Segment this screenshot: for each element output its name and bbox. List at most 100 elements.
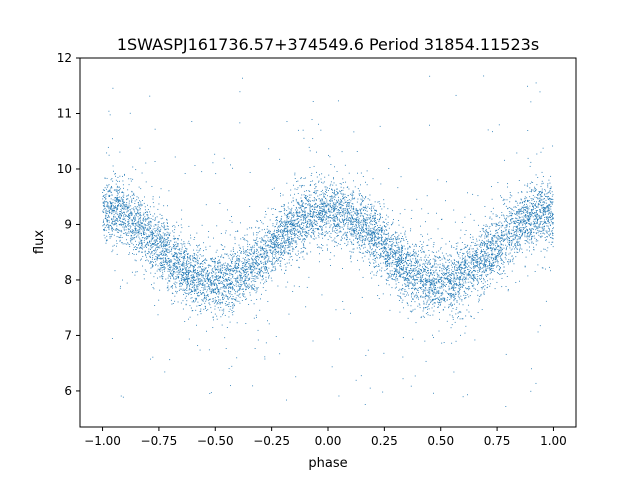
scatter-point xyxy=(434,258,436,260)
scatter-point xyxy=(289,241,291,243)
scatter-point xyxy=(364,207,366,209)
scatter-point xyxy=(282,206,284,207)
scatter-point xyxy=(287,226,289,227)
scatter-point xyxy=(184,257,185,258)
scatter-point xyxy=(297,217,299,219)
scatter-point xyxy=(317,247,319,248)
scatter-point xyxy=(124,243,126,245)
scatter-point xyxy=(207,277,208,278)
scatter-point xyxy=(312,217,314,218)
scatter-point xyxy=(291,213,293,215)
scatter-point xyxy=(449,293,451,295)
scatter-point xyxy=(200,273,201,275)
scatter-point xyxy=(286,215,288,217)
scatter-point xyxy=(160,254,162,256)
scatter-point xyxy=(186,292,188,294)
scatter-point xyxy=(239,246,241,248)
scatter-point xyxy=(546,236,548,238)
scatter-point xyxy=(445,273,447,275)
scatter-point xyxy=(364,206,366,208)
scatter-point xyxy=(161,267,163,268)
scatter-point xyxy=(135,228,137,230)
scatter-point xyxy=(300,252,302,254)
scatter-point xyxy=(457,242,459,244)
scatter-point xyxy=(524,234,526,236)
scatter-point xyxy=(315,224,317,225)
scatter-point xyxy=(306,199,308,201)
scatter-point xyxy=(242,238,244,240)
scatter-point xyxy=(151,240,152,242)
scatter-point xyxy=(441,218,443,220)
scatter-point xyxy=(296,212,298,214)
scatter-point xyxy=(383,241,385,243)
scatter-point xyxy=(205,288,207,290)
scatter-point xyxy=(496,237,498,239)
scatter-point xyxy=(199,254,201,256)
scatter-point xyxy=(460,264,462,266)
scatter-point xyxy=(369,207,370,209)
scatter-point xyxy=(419,263,421,265)
scatter-point xyxy=(385,261,387,263)
scatter-point xyxy=(371,239,373,241)
scatter-point xyxy=(383,221,385,223)
scatter-point xyxy=(456,284,458,286)
scatter-point xyxy=(329,217,331,219)
scatter-point xyxy=(277,285,279,287)
scatter-point xyxy=(304,195,306,197)
scatter-point xyxy=(154,161,156,162)
scatter-point xyxy=(362,238,364,240)
scatter-point xyxy=(217,266,219,268)
scatter-point xyxy=(170,267,172,269)
scatter-point xyxy=(313,199,315,201)
scatter-point xyxy=(536,153,538,155)
scatter-point xyxy=(157,257,159,258)
scatter-point xyxy=(539,216,541,218)
scatter-point xyxy=(491,236,493,238)
scatter-point xyxy=(357,198,359,200)
scatter-point xyxy=(434,296,436,297)
scatter-point xyxy=(385,239,387,241)
scatter-point xyxy=(519,208,521,210)
scatter-point xyxy=(489,269,491,271)
scatter-point xyxy=(507,186,508,188)
scatter-point xyxy=(395,259,397,261)
scatter-point xyxy=(446,277,448,279)
scatter-point xyxy=(432,277,434,279)
scatter-point xyxy=(451,245,453,247)
scatter-point xyxy=(451,342,453,344)
scatter-point xyxy=(493,258,495,260)
scatter-point xyxy=(281,235,283,237)
scatter-point xyxy=(330,200,331,202)
scatter-point xyxy=(172,238,174,240)
scatter-point xyxy=(417,256,419,258)
scatter-point xyxy=(233,311,235,312)
scatter-point xyxy=(226,273,228,275)
scatter-point xyxy=(544,268,546,270)
scatter-point xyxy=(280,217,282,219)
scatter-point xyxy=(530,239,532,241)
scatter-point xyxy=(242,266,243,268)
scatter-point xyxy=(347,218,349,220)
scatter-point xyxy=(523,205,525,207)
scatter-point xyxy=(296,222,298,224)
scatter-point xyxy=(484,241,485,243)
scatter-point xyxy=(194,270,195,271)
scatter-point xyxy=(190,307,192,309)
scatter-point xyxy=(342,194,344,196)
scatter-point xyxy=(336,171,338,172)
scatter-point xyxy=(439,318,440,320)
scatter-point xyxy=(124,220,126,222)
scatter-point xyxy=(229,265,231,267)
scatter-point xyxy=(528,221,530,222)
scatter-point xyxy=(154,218,156,220)
scatter-point xyxy=(149,262,151,264)
scatter-point xyxy=(331,228,333,230)
scatter-point xyxy=(181,248,183,250)
scatter-point xyxy=(428,297,430,299)
scatter-point xyxy=(502,200,504,202)
scatter-point xyxy=(450,327,452,329)
scatter-point xyxy=(196,263,198,265)
scatter-point xyxy=(443,274,445,276)
scatter-point xyxy=(311,224,313,226)
